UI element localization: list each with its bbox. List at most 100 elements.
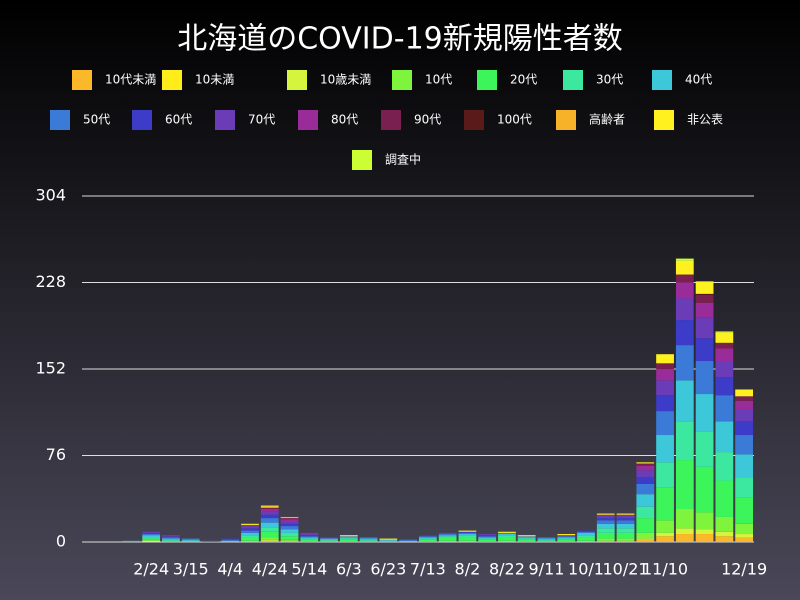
bar-segment [695, 361, 714, 395]
bar-segment [577, 535, 595, 538]
bar-segment [656, 395, 674, 412]
legend-swatch [654, 110, 674, 130]
bar-segment [498, 531, 516, 533]
bar-segment [359, 538, 378, 540]
x-tick-label: 10/21 [602, 560, 648, 579]
bar-segment [379, 538, 398, 540]
bar-segment [715, 348, 734, 362]
bar-segment [478, 534, 497, 536]
bar-segment [458, 530, 477, 532]
bar-segment [675, 534, 694, 542]
bar-segment [300, 538, 319, 540]
bar-segment [517, 537, 536, 539]
bar-segment [458, 540, 477, 542]
bar-segment [162, 538, 180, 540]
bar-segment [339, 538, 358, 540]
bar-segment [517, 535, 536, 537]
bar-segment [280, 521, 299, 524]
legend-swatch [477, 70, 497, 90]
bar-segment [438, 532, 457, 535]
bar-segment [498, 540, 516, 542]
bar-segment [517, 538, 536, 540]
bar-segment [241, 532, 259, 536]
legend-swatch [50, 110, 70, 130]
bar-segment [715, 376, 734, 396]
y-tick-label: 0 [56, 532, 66, 551]
bar-segment [537, 540, 556, 542]
bar-segment [675, 345, 694, 381]
bar-segment [478, 535, 497, 537]
bar-segment [458, 537, 477, 541]
bar-segment [181, 538, 200, 540]
legend-label: 70代 [248, 113, 275, 127]
bar-segment [537, 539, 556, 541]
bar-segment [221, 539, 240, 541]
bar-segment [695, 431, 714, 467]
bar-segment [537, 537, 556, 539]
bar-segment [616, 538, 635, 541]
bar-segment [399, 540, 417, 542]
bar-segment [241, 526, 259, 529]
bar-segment [162, 540, 180, 542]
bar-segment [339, 539, 358, 542]
bar-segment [636, 506, 655, 519]
bar-segment [596, 538, 615, 541]
bar-segment [260, 539, 279, 541]
legend-swatch [352, 150, 372, 170]
bar-segment [695, 293, 714, 296]
bar-segment [715, 361, 734, 377]
bar-segment [735, 497, 753, 524]
bar-segment [478, 537, 497, 539]
bar-segment [656, 435, 674, 463]
bar-segment [735, 534, 753, 538]
bar-segment [478, 536, 497, 538]
bar-segment [636, 483, 655, 495]
bar-segment [280, 526, 299, 530]
bar-segment [379, 540, 398, 542]
bar-segment [735, 537, 753, 542]
chart-title: 北海道のCOVID-19新規陽性者数 [177, 22, 623, 57]
bar-segment [656, 354, 674, 364]
legend-label: 30代 [596, 73, 623, 87]
bar-segment [695, 302, 714, 318]
legend-label: 高齢者 [589, 112, 625, 127]
bar-segment [715, 331, 734, 333]
bar-segment [656, 536, 674, 542]
bar-segment [656, 363, 674, 369]
bar-segment [675, 258, 694, 261]
bar-segment [656, 411, 674, 436]
bar-segment [517, 536, 536, 538]
bar-segment [636, 465, 655, 471]
y-tick-label: 228 [35, 272, 66, 291]
legend-label: 10代 [425, 73, 452, 87]
bar-segment [695, 529, 714, 535]
bar-segment [695, 295, 714, 303]
bar-segment [122, 540, 141, 542]
bar-segment [280, 518, 299, 520]
bar-segment [675, 421, 694, 461]
bar-segment [300, 534, 319, 536]
bar-segment [557, 535, 576, 537]
bar-segment [616, 520, 635, 524]
bar-segment [339, 535, 358, 537]
x-tick-label: 10/1 [568, 560, 604, 579]
x-tick-label: 6/23 [370, 560, 406, 579]
bar-segment [715, 480, 734, 517]
bar-segment [458, 534, 477, 536]
x-tick-label: 3/15 [173, 560, 209, 579]
bar-segment [636, 463, 655, 466]
bar-segment [675, 460, 694, 509]
legend-swatch [381, 110, 401, 130]
bar-segment [735, 523, 753, 535]
bar-segment [577, 532, 595, 536]
bar-segment [241, 528, 259, 531]
bar-segment [735, 421, 753, 436]
bar-segment [675, 260, 694, 275]
bar-segment [498, 534, 516, 536]
bar-segment [162, 539, 180, 541]
bar-segment [260, 505, 279, 507]
bar-segment [320, 537, 338, 539]
bar-segment [260, 506, 279, 508]
bar-segment [142, 535, 161, 538]
bar-segment [260, 507, 279, 509]
